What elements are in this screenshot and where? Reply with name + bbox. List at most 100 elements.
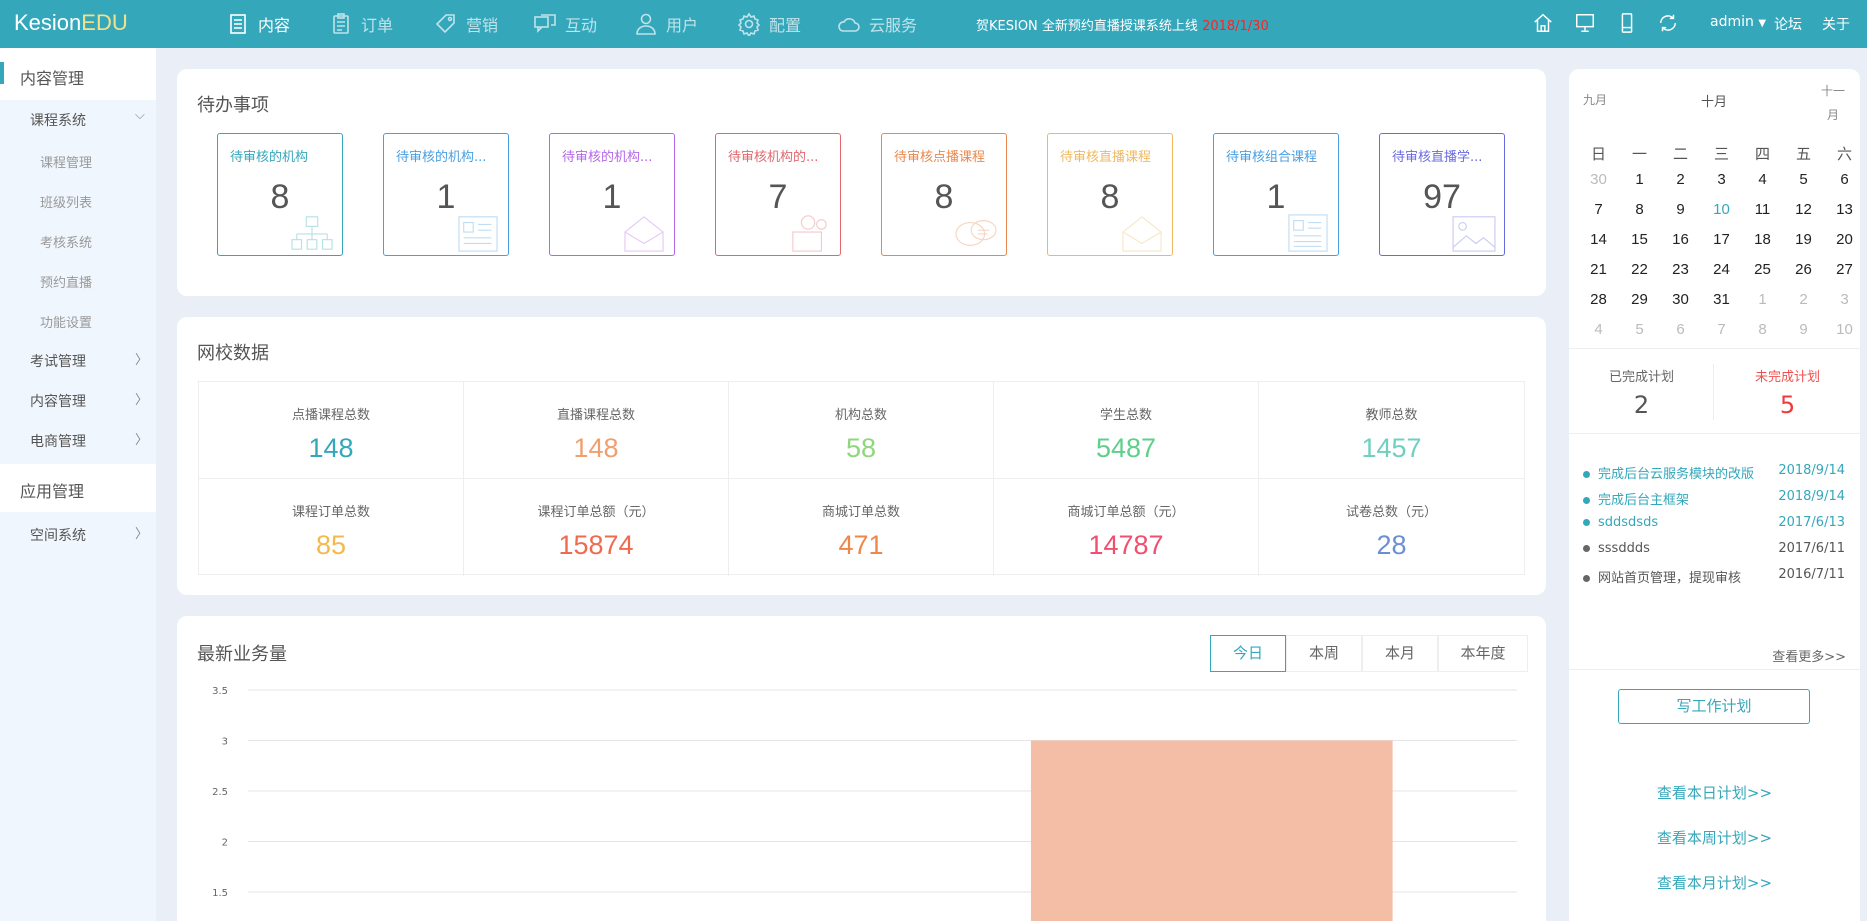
prev-month[interactable]: 九月: [1583, 93, 1608, 107]
mobile-icon[interactable]: [1616, 12, 1638, 34]
calendar-day[interactable]: 26: [1795, 261, 1812, 278]
write-plan-button[interactable]: 写工作计划: [1618, 689, 1810, 724]
calendar-day[interactable]: 28: [1590, 291, 1607, 308]
nav-user[interactable]: 用户: [634, 0, 698, 48]
nav-tag[interactable]: 营销: [434, 0, 498, 48]
calendar-day[interactable]: 15: [1631, 231, 1648, 248]
calendar-day[interactable]: 3: [1840, 291, 1849, 308]
nav-clipboard[interactable]: 订单: [329, 0, 393, 48]
calendar-day[interactable]: 9: [1799, 321, 1808, 338]
calendar-day[interactable]: 27: [1836, 261, 1853, 278]
calendar-day[interactable]: 18: [1754, 231, 1771, 248]
calendar-day[interactable]: 29: [1631, 291, 1648, 308]
calendar-day[interactable]: 11: [1754, 201, 1771, 218]
sidebar-section-apps[interactable]: 应用管理: [0, 464, 156, 512]
announcement[interactable]: 贺KESION 全新预约直播授课系统上线 2018/1/30: [976, 15, 1269, 34]
calendar-day[interactable]: 8: [1758, 321, 1767, 338]
logo[interactable]: KesionEDU: [14, 10, 128, 36]
nav-list[interactable]: 内容: [226, 0, 290, 48]
chart-bar[interactable]: [1030, 740, 1393, 921]
month-plan-link[interactable]: 查看本月计划>>: [1656, 874, 1773, 892]
todo-item[interactable]: 待审核机构的... 7: [715, 133, 841, 256]
calendar-day[interactable]: 21: [1590, 261, 1607, 278]
calendar-day[interactable]: 1: [1758, 291, 1767, 308]
more-plans-link[interactable]: 查看更多>>: [1772, 650, 1846, 665]
sidebar-subitem[interactable]: 预约直播: [40, 276, 93, 291]
calendar-day[interactable]: 22: [1631, 261, 1648, 278]
calendar-day[interactable]: 10: [1836, 321, 1853, 338]
calendar-day[interactable]: 2: [1676, 171, 1685, 188]
refresh-icon[interactable]: [1657, 12, 1679, 34]
chevron-right-icon[interactable]: 〉: [135, 433, 149, 448]
calendar-day[interactable]: 16: [1672, 231, 1689, 248]
calendar-day[interactable]: 1: [1635, 171, 1644, 188]
calendar-day[interactable]: 19: [1795, 231, 1812, 248]
chevron-right-icon[interactable]: 〉: [135, 353, 149, 368]
calendar-day[interactable]: 10: [1713, 201, 1730, 218]
plan-item[interactable]: 完成后台主框架 2018/9/14: [1583, 489, 1845, 508]
week-plan-link[interactable]: 查看本周计划>>: [1656, 829, 1773, 847]
calendar-day[interactable]: 3: [1717, 171, 1726, 188]
calendar-day[interactable]: 30: [1590, 171, 1607, 188]
range-today[interactable]: 今日: [1210, 635, 1286, 672]
forum-link[interactable]: 论坛: [1774, 17, 1802, 33]
sidebar-item-exam[interactable]: 考试管理: [30, 354, 86, 370]
chevron-down-icon[interactable]: ⌵: [135, 108, 145, 123]
calendar-day[interactable]: 2: [1799, 291, 1808, 308]
todo-item[interactable]: 待审核直播课程 8: [1047, 133, 1173, 256]
todo-item[interactable]: 待审核点播课程 8: [881, 133, 1007, 256]
calendar-day[interactable]: 14: [1590, 231, 1607, 248]
desktop-icon[interactable]: [1574, 12, 1596, 34]
calendar-day[interactable]: 12: [1795, 201, 1812, 218]
sidebar-section-content[interactable]: 内容管理: [0, 48, 156, 100]
calendar-day[interactable]: 5: [1635, 321, 1644, 338]
home-icon[interactable]: [1532, 12, 1554, 34]
range-month[interactable]: 本月: [1362, 635, 1438, 672]
calendar-day[interactable]: 6: [1676, 321, 1685, 338]
plan-item[interactable]: sssddds 2017/6/11: [1583, 541, 1845, 556]
calendar-day[interactable]: 7: [1594, 201, 1603, 218]
calendar-day[interactable]: 4: [1758, 171, 1767, 188]
range-year[interactable]: 本年度: [1438, 635, 1528, 672]
range-week[interactable]: 本周: [1286, 635, 1362, 672]
user-menu[interactable]: admin ▼: [1710, 14, 1766, 30]
todo-item[interactable]: 待审核直播学... 97: [1379, 133, 1505, 256]
sidebar-item-ecommerce[interactable]: 电商管理: [30, 434, 86, 450]
done-plans[interactable]: 已完成计划 2: [1569, 366, 1714, 419]
calendar-day[interactable]: 25: [1754, 261, 1771, 278]
todo-item[interactable]: 待审核的机构... 1: [383, 133, 509, 256]
calendar-day[interactable]: 4: [1594, 321, 1603, 338]
sidebar-subitem[interactable]: 考核系统: [40, 236, 93, 251]
calendar-day[interactable]: 6: [1840, 171, 1849, 188]
plan-item[interactable]: sddsdsds 2017/6/13: [1583, 515, 1845, 530]
next-month[interactable]: 十一月: [1820, 84, 1845, 122]
day-plan-link[interactable]: 查看本日计划>>: [1656, 784, 1773, 802]
plan-item[interactable]: 完成后台云服务模块的改版 2018/9/14: [1583, 463, 1845, 482]
calendar-day[interactable]: 7: [1717, 321, 1726, 338]
plan-item[interactable]: 网站首页管理，提现审核 2016/7/11: [1583, 567, 1845, 586]
sidebar-item-space[interactable]: 空间系统: [30, 528, 86, 544]
undone-plans[interactable]: 未完成计划 5: [1715, 366, 1860, 419]
nav-gear[interactable]: 配置: [737, 0, 801, 48]
nav-cloud[interactable]: 云服务: [837, 0, 917, 48]
todo-item[interactable]: 待审核的机构... 1: [549, 133, 675, 256]
calendar-day[interactable]: 20: [1836, 231, 1853, 248]
sidebar-item-content[interactable]: 内容管理: [30, 394, 86, 410]
calendar-day[interactable]: 31: [1713, 291, 1730, 308]
todo-item[interactable]: 待审核的机构 8: [217, 133, 343, 256]
calendar-day[interactable]: 13: [1836, 201, 1853, 218]
sidebar-subitem[interactable]: 班级列表: [40, 196, 93, 211]
sidebar-subitem[interactable]: 功能设置: [40, 316, 93, 331]
calendar-day[interactable]: 23: [1672, 261, 1689, 278]
calendar-day[interactable]: 17: [1713, 231, 1730, 248]
chevron-right-icon[interactable]: 〉: [135, 393, 149, 408]
sidebar-item-course-system[interactable]: 课程系统: [30, 113, 86, 129]
calendar-day[interactable]: 30: [1672, 291, 1689, 308]
calendar-day[interactable]: 9: [1676, 201, 1685, 218]
about-link[interactable]: 关于: [1822, 17, 1850, 33]
nav-chat[interactable]: 互动: [533, 0, 597, 48]
todo-item[interactable]: 待审核组合课程 1: [1213, 133, 1339, 256]
chevron-right-icon[interactable]: 〉: [135, 527, 149, 542]
sidebar-subitem[interactable]: 课程管理: [40, 156, 93, 171]
calendar-day[interactable]: 24: [1713, 261, 1730, 278]
